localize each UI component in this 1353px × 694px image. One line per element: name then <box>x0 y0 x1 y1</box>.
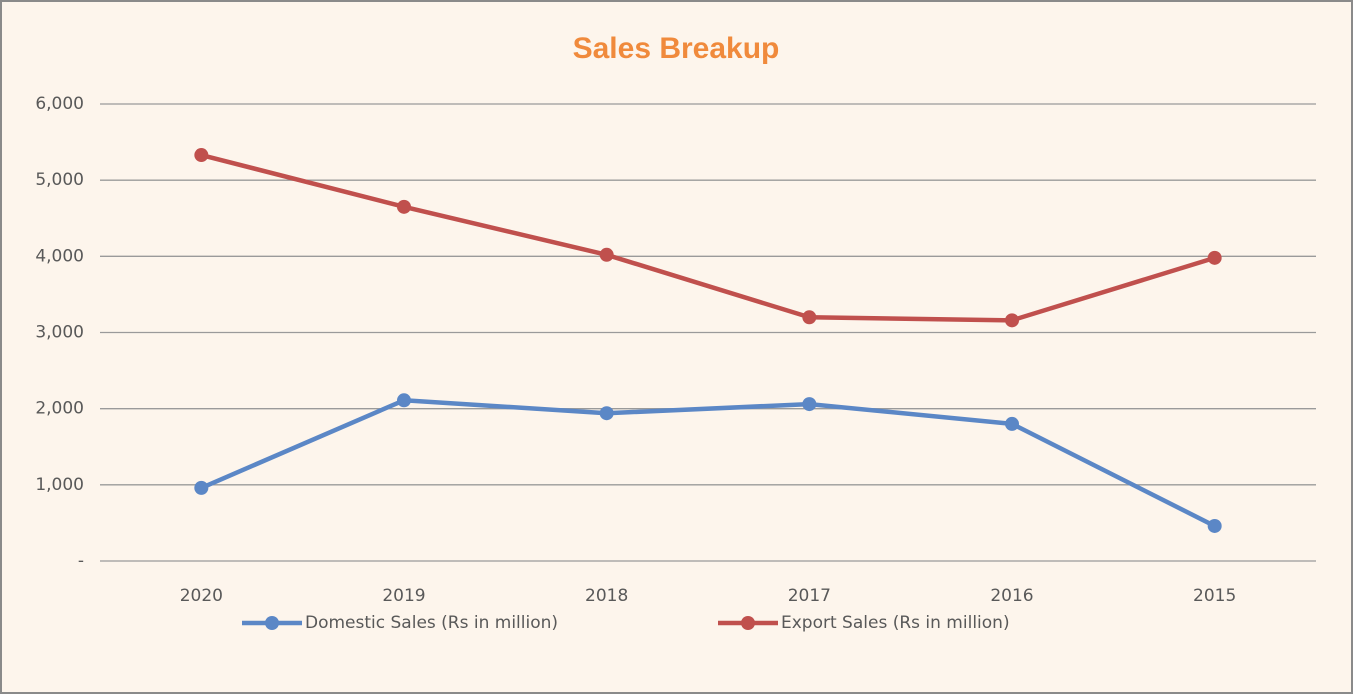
x-tick-label: 2020 <box>180 586 223 606</box>
x-tick-label: 2018 <box>585 586 628 606</box>
point <box>1207 518 1222 533</box>
point <box>397 199 411 214</box>
y-tick-label: - <box>78 551 84 571</box>
x-tick-label: 2017 <box>788 586 831 606</box>
point <box>1005 313 1019 328</box>
x-tick-label: 2015 <box>1193 586 1236 606</box>
legend-label: Export Sales (Rs in million) <box>781 613 1010 633</box>
point <box>802 397 817 412</box>
y-tick-label: 3,000 <box>35 323 84 343</box>
point <box>397 393 411 408</box>
legend-label: Domestic Sales (Rs in million) <box>305 613 558 633</box>
legend-marker <box>265 616 279 630</box>
point <box>194 480 209 495</box>
chart-title: Sales Breakup <box>573 32 780 65</box>
point <box>194 148 209 163</box>
y-tick-label: 6,000 <box>35 94 84 114</box>
point <box>599 247 614 262</box>
y-tick-label: 4,000 <box>35 246 84 266</box>
series-line <box>200 398 1216 528</box>
x-tick-label: 2019 <box>382 586 425 606</box>
series-line <box>200 152 1216 323</box>
point <box>599 406 614 421</box>
point <box>802 310 817 325</box>
y-tick-label: 2,000 <box>35 399 84 419</box>
point <box>1207 250 1222 265</box>
point <box>1005 416 1019 431</box>
y-tick-label: 1,000 <box>35 475 84 495</box>
y-tick-label: 5,000 <box>35 170 84 190</box>
legend-marker <box>741 616 755 630</box>
x-tick-label: 2016 <box>990 586 1033 606</box>
